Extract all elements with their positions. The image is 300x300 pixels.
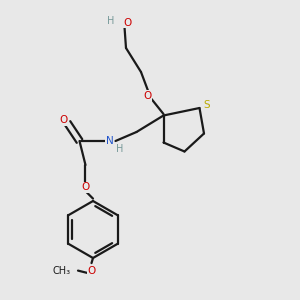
Text: S: S [204, 100, 210, 110]
Text: O: O [81, 182, 90, 193]
Text: O: O [59, 115, 67, 125]
Text: H: H [107, 16, 115, 26]
Text: O: O [87, 266, 96, 276]
Text: N: N [106, 136, 113, 146]
Text: CH₃: CH₃ [52, 266, 70, 276]
Text: O: O [123, 17, 132, 28]
Text: H: H [116, 143, 124, 154]
Text: O: O [143, 91, 151, 101]
